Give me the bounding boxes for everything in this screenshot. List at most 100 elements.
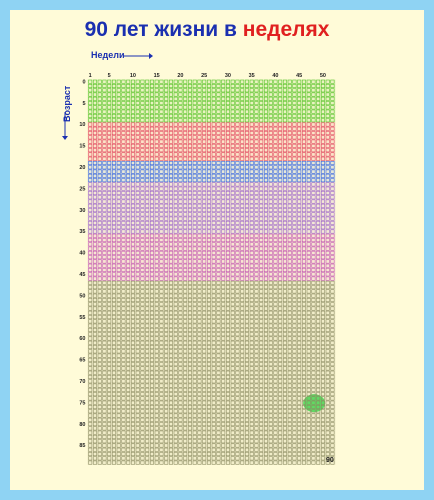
week-cell — [168, 88, 173, 93]
week-cell — [292, 156, 297, 161]
week-cell — [164, 191, 169, 195]
week-cell — [216, 169, 221, 174]
week-cell — [273, 143, 278, 148]
week-cell — [168, 148, 173, 153]
week-cell — [230, 84, 235, 88]
week-cell — [140, 92, 145, 97]
year-row — [88, 169, 335, 174]
week-cell — [126, 165, 131, 170]
week-cell — [192, 156, 197, 161]
week-cell — [316, 173, 321, 178]
week-cell — [116, 109, 121, 114]
week-cell — [325, 152, 330, 157]
week-cell — [268, 113, 273, 118]
week-cell — [330, 182, 335, 187]
week-cell — [202, 96, 207, 101]
week-cell — [282, 113, 287, 118]
week-cell — [230, 92, 235, 97]
week-cell — [254, 139, 259, 144]
week-cell — [168, 169, 173, 174]
week-cell — [102, 122, 107, 127]
week-cell — [187, 139, 192, 144]
week-cell — [320, 182, 325, 187]
week-cell — [254, 96, 259, 101]
week-cell — [168, 143, 173, 148]
week-cell — [168, 79, 173, 84]
life-band-5 — [87, 280, 336, 465]
week-cell — [221, 139, 226, 144]
week-cell — [278, 101, 283, 106]
week-cell — [268, 169, 273, 174]
week-cell — [259, 152, 264, 157]
week-cell — [202, 79, 207, 84]
week-cell — [306, 96, 311, 101]
week-cell — [235, 143, 240, 148]
week-cell — [225, 88, 230, 93]
week-cell — [145, 92, 150, 97]
week-cell — [325, 79, 330, 84]
week-cell — [206, 186, 211, 191]
week-cell — [135, 96, 140, 101]
week-cell — [111, 105, 116, 110]
week-cell — [92, 105, 97, 110]
week-cell — [173, 161, 178, 165]
week-cell — [178, 195, 183, 200]
week-cell — [192, 169, 197, 174]
week-cell — [225, 178, 230, 183]
week-cell — [88, 105, 93, 110]
week-cell — [263, 126, 268, 131]
week-cell — [240, 161, 245, 165]
week-cell — [268, 122, 273, 127]
week-cell — [287, 169, 292, 174]
week-cell — [244, 135, 249, 140]
week-cell — [301, 88, 306, 93]
week-cell — [202, 143, 207, 148]
week-cell — [320, 105, 325, 110]
week-cell — [249, 169, 254, 174]
week-cell — [121, 135, 126, 140]
week-cell — [206, 113, 211, 118]
week-cell — [320, 101, 325, 106]
week-cell — [240, 92, 245, 97]
week-cell — [330, 79, 335, 84]
week-cell — [320, 139, 325, 144]
week-cell — [263, 148, 268, 153]
week-cell — [244, 139, 249, 144]
week-cell — [178, 182, 183, 187]
week-cell — [206, 126, 211, 131]
week-cell — [325, 161, 330, 165]
week-cell — [230, 165, 235, 170]
week-cell — [107, 113, 112, 118]
week-cell — [287, 118, 292, 123]
week-cell — [111, 113, 116, 118]
week-cell — [187, 191, 192, 195]
week-cell — [240, 152, 245, 157]
week-cell — [268, 178, 273, 183]
week-cell — [140, 122, 145, 127]
week-cell — [301, 161, 306, 165]
week-cell — [102, 161, 107, 165]
week-cell — [225, 101, 230, 106]
week-cell — [263, 161, 268, 165]
week-cell — [145, 139, 150, 144]
week-cell — [330, 109, 335, 114]
week-cell — [149, 92, 154, 97]
week-cell — [135, 148, 140, 153]
week-cell — [197, 139, 202, 144]
week-cell — [259, 101, 264, 106]
week-cell — [88, 126, 93, 131]
week-cell — [187, 161, 192, 165]
week-cell — [306, 191, 311, 195]
week-cell — [187, 182, 192, 187]
week-cell — [216, 79, 221, 84]
week-cell — [287, 135, 292, 140]
week-cell — [316, 191, 321, 195]
week-cell — [282, 101, 287, 106]
week-cell — [154, 182, 159, 187]
week-cell — [145, 152, 150, 157]
week-cell — [178, 113, 183, 118]
week-cell — [292, 178, 297, 183]
week-cell — [325, 143, 330, 148]
week-cell — [259, 105, 264, 110]
